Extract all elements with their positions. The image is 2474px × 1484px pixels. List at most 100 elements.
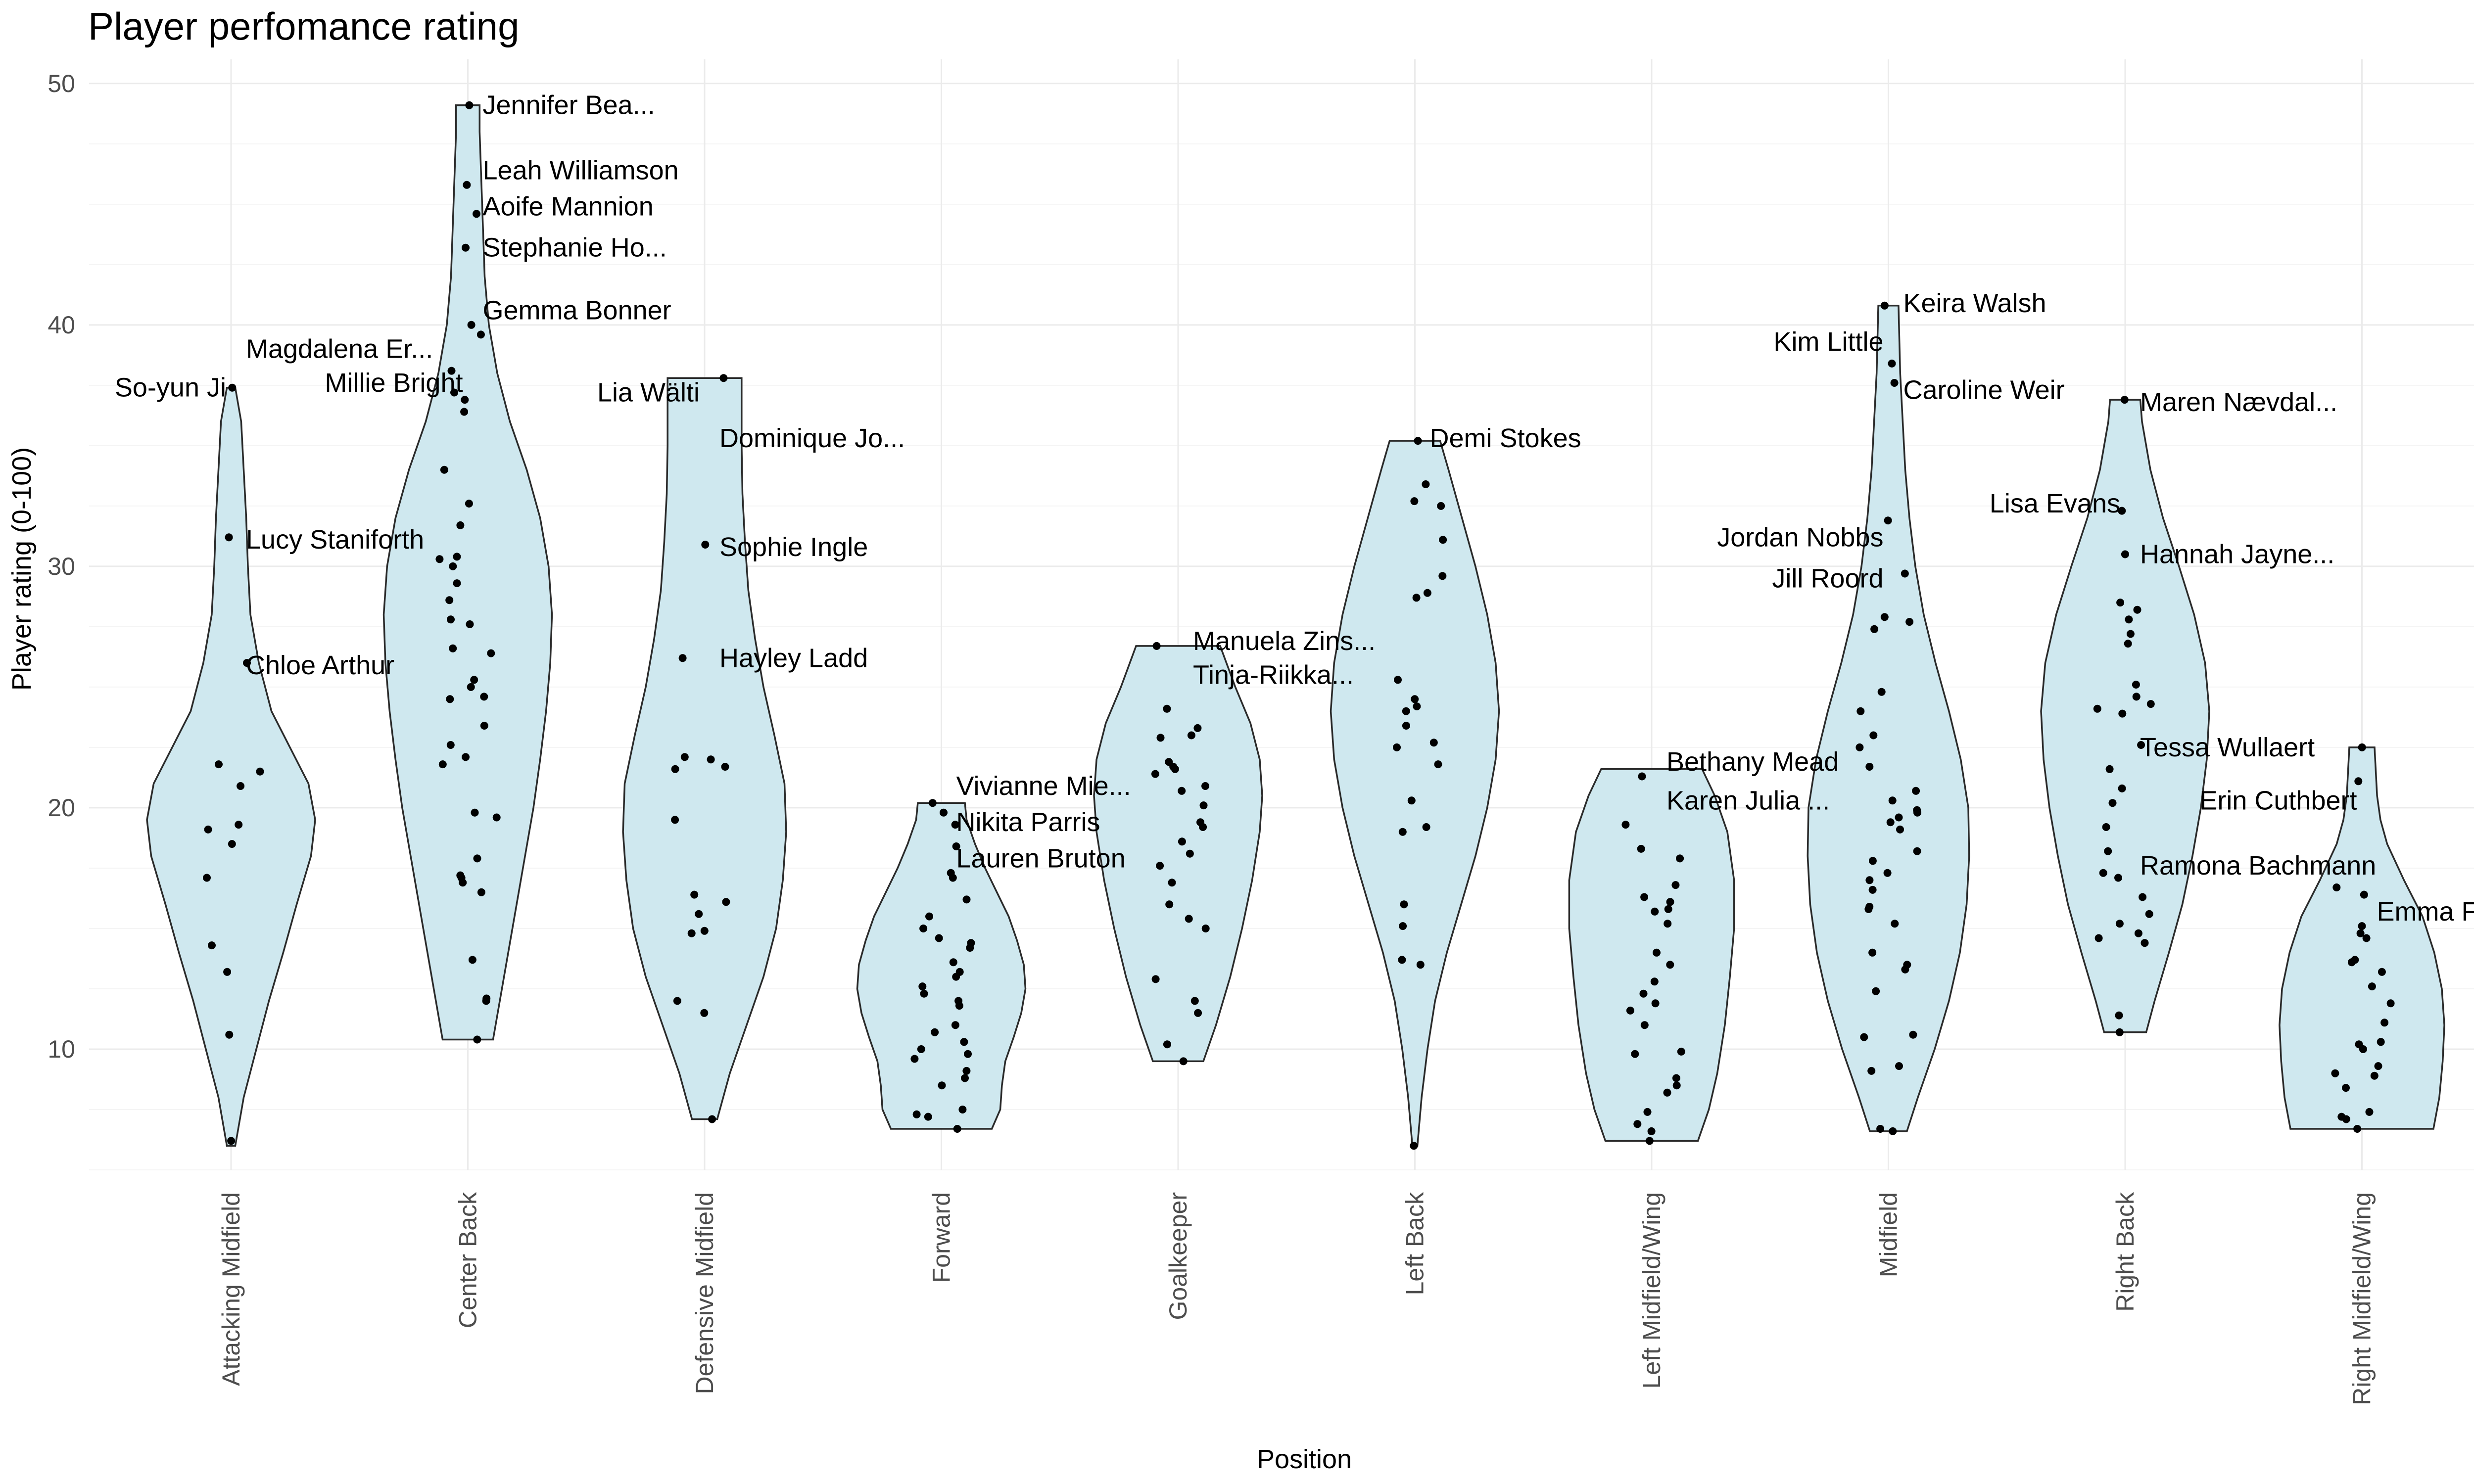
data-point bbox=[1666, 898, 1674, 906]
data-point bbox=[2368, 982, 2376, 991]
player-label: Dominique Jo... bbox=[719, 423, 905, 453]
data-point bbox=[1909, 1030, 1917, 1039]
player-label: Manuela Zins... bbox=[1193, 626, 1376, 656]
data-point bbox=[1905, 618, 1914, 626]
player-label: Vivianne Mie... bbox=[956, 771, 1131, 801]
player-label: Nikita Parris bbox=[956, 807, 1100, 837]
player-label: Lia Wälti bbox=[597, 378, 700, 408]
data-point bbox=[952, 842, 960, 850]
data-point bbox=[1429, 739, 1438, 747]
data-point bbox=[1640, 1021, 1649, 1029]
data-point bbox=[235, 821, 243, 829]
data-point bbox=[951, 1021, 959, 1029]
data-point bbox=[700, 1009, 709, 1017]
data-point bbox=[2132, 681, 2140, 689]
data-point bbox=[445, 596, 454, 604]
data-point bbox=[1891, 920, 1899, 928]
data-point bbox=[928, 799, 937, 807]
data-point bbox=[467, 683, 475, 691]
data-point bbox=[2093, 704, 2101, 713]
x-tick-label: Center Back bbox=[454, 1192, 482, 1328]
data-point bbox=[1638, 772, 1646, 781]
player-label: Lisa Evans bbox=[1990, 489, 2120, 518]
violin-right-midfield-wing bbox=[2279, 746, 2445, 1130]
player-label: Emma Follis bbox=[2377, 897, 2474, 927]
data-point bbox=[461, 396, 469, 404]
data-point bbox=[707, 755, 715, 764]
x-tick-label: Left Midfield/Wing bbox=[1638, 1192, 1665, 1389]
data-point bbox=[671, 765, 679, 773]
data-point bbox=[2139, 893, 2147, 901]
data-point bbox=[1868, 948, 1877, 957]
data-point bbox=[2137, 741, 2145, 749]
data-point bbox=[2094, 934, 2103, 942]
data-point bbox=[2354, 777, 2363, 786]
data-point bbox=[466, 620, 474, 628]
data-point bbox=[2386, 999, 2395, 1008]
data-point bbox=[471, 808, 479, 817]
violin-attacking-midfield bbox=[146, 386, 316, 1147]
data-point bbox=[1413, 702, 1421, 710]
data-point bbox=[2351, 956, 2359, 964]
data-point bbox=[1412, 594, 1421, 602]
violin-forward bbox=[856, 802, 1027, 1130]
player-label: Jennifer Bea... bbox=[483, 91, 655, 120]
data-point bbox=[2337, 1113, 2346, 1121]
data-point bbox=[680, 753, 689, 761]
player-label: Maren Nævdal... bbox=[2140, 387, 2337, 417]
data-point bbox=[958, 1106, 967, 1113]
data-point bbox=[1400, 900, 1408, 909]
data-point bbox=[700, 927, 709, 935]
player-label: Tinja-Riikka... bbox=[1193, 660, 1354, 690]
data-point bbox=[2104, 847, 2112, 855]
player-label: Jordan Nobbs bbox=[1717, 522, 1883, 552]
x-axis-title: Position bbox=[1257, 1444, 1352, 1474]
player-label: Magdalena Er... bbox=[246, 334, 433, 364]
data-point bbox=[1186, 849, 1194, 858]
x-tick-label: Right Midfield/Wing bbox=[2348, 1192, 2376, 1405]
player-label: So-yun Ji bbox=[115, 373, 226, 403]
violin-defensive-midfield bbox=[622, 377, 787, 1120]
x-tick-label: Attacking Midfield bbox=[217, 1192, 245, 1386]
player-label: Gemma Bonner bbox=[483, 296, 671, 325]
data-point bbox=[708, 1115, 716, 1123]
data-point bbox=[215, 760, 223, 769]
data-point bbox=[925, 912, 933, 921]
x-axis-ticks: Attacking Midfield Center Back Defensive M… bbox=[217, 1192, 2376, 1405]
player-label: Erin Cuthbert bbox=[2199, 786, 2357, 815]
data-point bbox=[204, 825, 212, 834]
violin-center-back bbox=[382, 104, 553, 1041]
data-point bbox=[962, 895, 971, 904]
data-point bbox=[940, 808, 948, 817]
data-point bbox=[2358, 743, 2366, 751]
data-point bbox=[924, 1113, 932, 1121]
data-point bbox=[722, 898, 730, 906]
data-point bbox=[2118, 784, 2126, 792]
data-point bbox=[2358, 922, 2366, 930]
data-point bbox=[1422, 480, 1430, 488]
data-point bbox=[223, 968, 232, 976]
data-point bbox=[480, 693, 488, 701]
data-point bbox=[1856, 707, 1865, 715]
data-point bbox=[1163, 704, 1171, 713]
player-label: Lauren Bruton bbox=[956, 843, 1126, 873]
data-point bbox=[256, 767, 264, 776]
data-point bbox=[910, 1055, 919, 1063]
data-point bbox=[243, 659, 251, 667]
data-point bbox=[1872, 987, 1880, 995]
data-point bbox=[482, 994, 491, 1003]
data-point bbox=[462, 243, 470, 252]
data-point bbox=[961, 1074, 969, 1082]
data-point bbox=[1179, 1057, 1188, 1066]
data-point bbox=[1883, 869, 1892, 877]
data-point bbox=[701, 541, 710, 549]
data-point bbox=[2331, 1069, 2339, 1077]
data-point bbox=[456, 521, 465, 529]
data-point bbox=[1672, 1074, 1680, 1082]
data-point bbox=[1666, 961, 1674, 969]
data-point bbox=[1399, 922, 1407, 930]
data-point bbox=[453, 579, 461, 588]
data-point bbox=[1676, 854, 1684, 863]
data-point bbox=[1865, 763, 1874, 771]
player-label: Sophie Ingle bbox=[719, 532, 868, 562]
